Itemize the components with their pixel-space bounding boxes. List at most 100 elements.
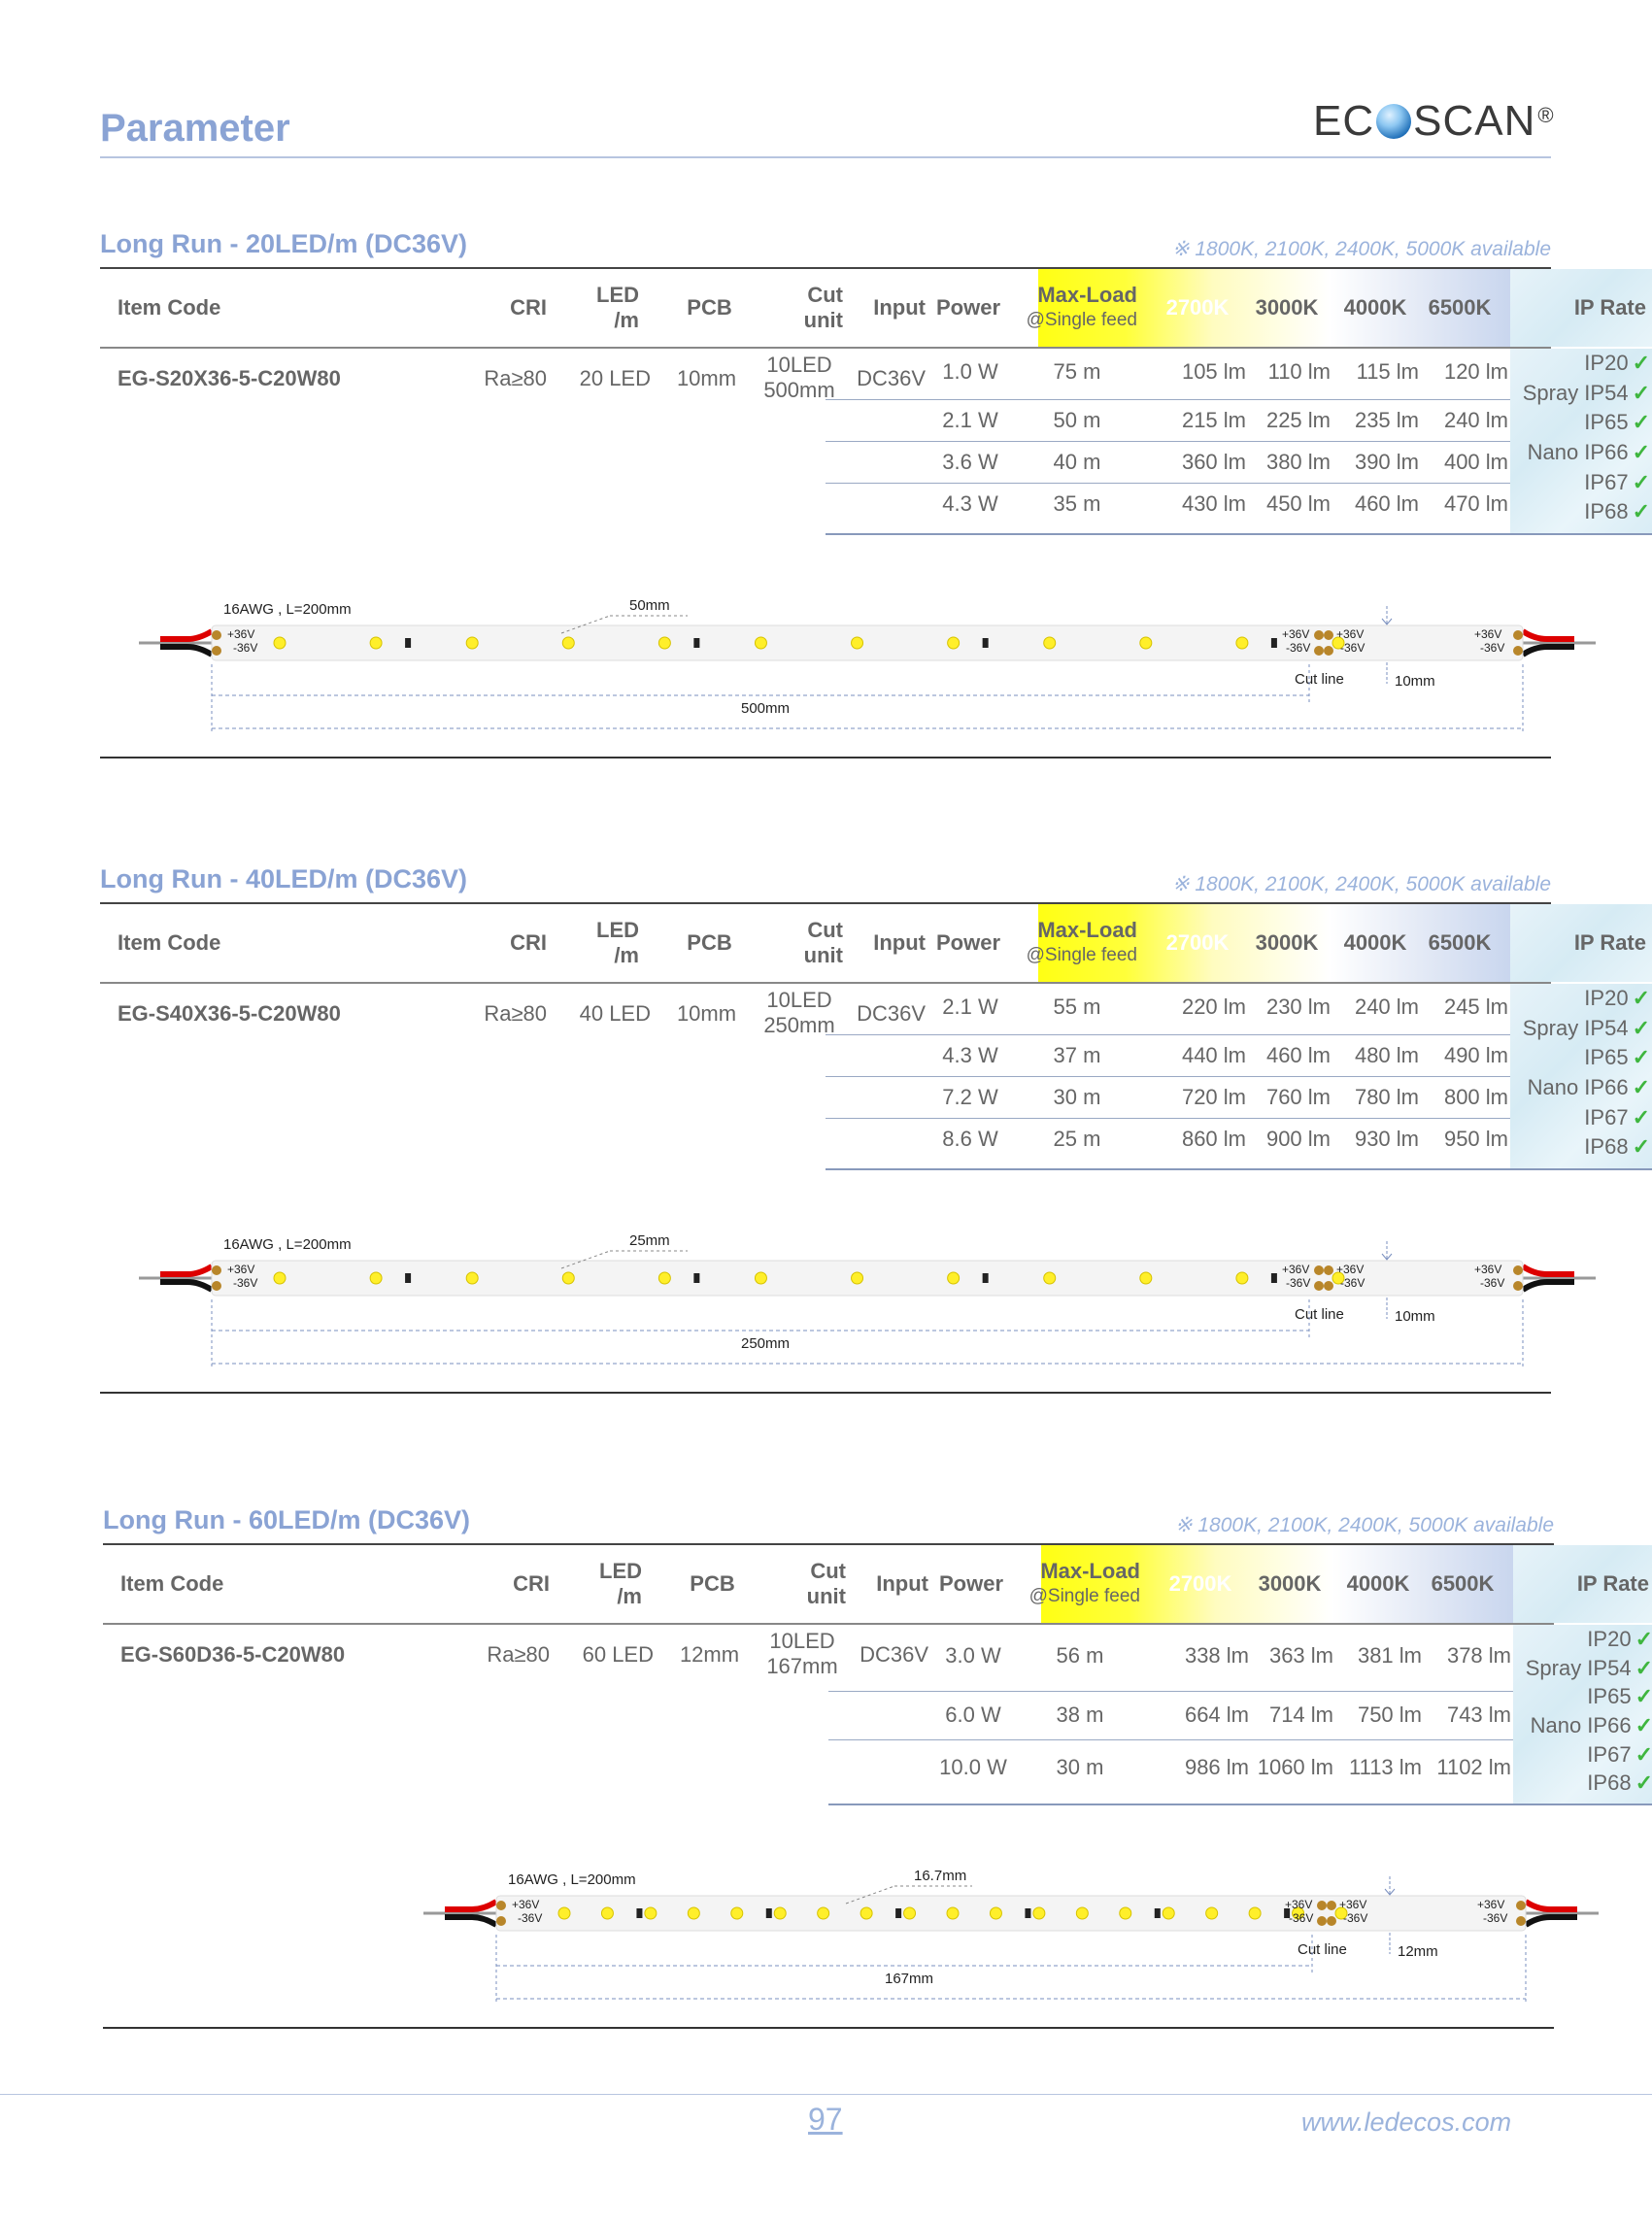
header-max-load: Max-Load @Single feed: [1013, 904, 1137, 982]
ip-label: IP20: [1587, 1627, 1632, 1651]
led-chip: [860, 1906, 873, 1920]
solder-pad: [1516, 1916, 1526, 1926]
lumen-value: 720 lm: [1181, 1084, 1246, 1109]
ip-rating-1: Spray IP54 ✓: [1526, 1656, 1652, 1681]
ip-header-bg: [1513, 1545, 1652, 1623]
power-value: 3.0 W: [945, 1643, 1001, 1668]
header-text: CRI: [510, 295, 547, 320]
resistor: [1270, 638, 1277, 648]
led-chip: [1205, 1906, 1219, 1920]
ecoscan-logo: EC SCAN ®: [1313, 97, 1555, 145]
cool-gradient: [1330, 269, 1510, 347]
resistor: [1154, 1908, 1161, 1918]
header-cut: Cut unit: [744, 1545, 846, 1623]
led-chip: [1334, 1906, 1348, 1920]
pitch-leader: [560, 1250, 611, 1269]
header-cct-4000k: 4000K: [1332, 269, 1419, 347]
lumen-value: 390 lm: [1354, 449, 1419, 474]
cut-arrow-head: [1381, 618, 1393, 625]
solder-pad: [212, 1281, 221, 1291]
header-cri: CRI: [479, 904, 547, 982]
power-value: 2.1 W: [942, 995, 998, 1019]
lumen-value: 750 lm: [1357, 1702, 1422, 1727]
max-load-value: 50 m: [1053, 407, 1101, 432]
led-chip: [1248, 1906, 1262, 1920]
cut-unit-value: 10LED 167mm: [754, 1629, 851, 1679]
cut-arrow-head: [1381, 1253, 1393, 1261]
website-url: www.ledecos.com: [1301, 2107, 1512, 2137]
lumen-value: 380 lm: [1265, 449, 1331, 474]
led-strip-diagram: +36V -36V +36V -36V +36V -36V +36V -36V 16AWG , …: [139, 587, 1596, 750]
red-wire-right: [1521, 628, 1574, 642]
led-chip: [657, 636, 671, 650]
header-text: Input: [876, 1571, 928, 1596]
pcb-value: 12mm: [679, 1642, 740, 1667]
header-cct-3000k: 3000K: [1246, 1545, 1333, 1623]
lumen-value: 378 lm: [1446, 1643, 1511, 1668]
max-load-value: 30 m: [1056, 1755, 1104, 1779]
solder-pad: [212, 630, 221, 640]
pitch-leader: [845, 1885, 895, 1905]
section-2: Long Run - 40LED/m (DC36V) ※ 1800K, 2100K…: [100, 864, 1652, 1408]
solder-pad: [1324, 1281, 1333, 1291]
table-header: Item Code CRI LED/m PCB Cut unit Input Power Max…: [100, 269, 1652, 347]
row-divider: [828, 1739, 1513, 1740]
header-text: CRI: [513, 1571, 550, 1596]
cut-top: 10LED: [769, 1629, 835, 1653]
header-text: Power: [938, 1571, 1004, 1596]
header-cri: CRI: [482, 1545, 550, 1623]
header-text: unit: [803, 308, 843, 332]
ip-label: IP20: [1584, 351, 1629, 375]
header-text: 2700K: [1165, 930, 1230, 955]
lumen-value: 240 lm: [1443, 407, 1508, 432]
header-text: 4000K: [1346, 1571, 1410, 1596]
black-wire-left: [160, 644, 214, 657]
check-icon: ✓: [1632, 1134, 1650, 1160]
header-led: LED/m: [569, 1545, 642, 1623]
lumen-value: 860 lm: [1181, 1127, 1246, 1151]
row-divider: [828, 1804, 1652, 1805]
lumen-value: 360 lm: [1181, 449, 1246, 474]
check-icon: ✓: [1632, 499, 1650, 524]
led-chip: [561, 1271, 575, 1285]
ip-label: IP65: [1587, 1684, 1632, 1709]
lumen-value: 225 lm: [1265, 407, 1331, 432]
header-text: LED: [596, 283, 639, 307]
led-chip: [1075, 1906, 1089, 1920]
led-chip: [273, 636, 287, 650]
header-power: Power: [930, 1545, 1012, 1623]
header-ip-rate: IP Rate: [1513, 1545, 1649, 1623]
black-wire-right: [1521, 644, 1574, 657]
led-chip: [1332, 636, 1345, 650]
lumen-value: 1060 lm: [1257, 1755, 1333, 1779]
header-text: 2700K: [1165, 295, 1230, 320]
ip-label: Spray IP54: [1525, 1655, 1632, 1680]
header-text: /m: [617, 1584, 642, 1608]
lumen-value: 115 lm: [1356, 359, 1419, 384]
lumen-value: 760 lm: [1265, 1084, 1331, 1109]
resistor: [405, 1273, 412, 1283]
solder-pad: [1314, 1281, 1324, 1291]
led-chip: [903, 1906, 917, 1920]
header-text: @Single feed: [1026, 310, 1137, 330]
globe-icon: [1376, 104, 1412, 139]
polarity-neg-left: -36V: [233, 1276, 257, 1290]
led-chip: [1235, 1271, 1249, 1285]
cut-bottom: 250mm: [763, 1013, 835, 1037]
input-value: DC36V: [857, 1001, 926, 1026]
pitch-leader: [560, 615, 611, 634]
header-text: CRI: [510, 930, 547, 955]
header-text: 4000K: [1343, 295, 1407, 320]
polarity-pos-mid2: +36V: [1336, 1263, 1364, 1276]
led-chip: [946, 1906, 960, 1920]
input-value: DC36V: [860, 1642, 928, 1667]
pcb-value: 10mm: [676, 366, 737, 390]
header-text: Item Code: [118, 930, 221, 955]
wire-spec-label: 16AWG , L=200mm: [223, 601, 352, 618]
lumen-value: 363 lm: [1268, 1643, 1333, 1668]
led-chip: [369, 636, 383, 650]
section-3: Long Run - 60LED/m (DC36V) ※ 1800K, 2100K…: [103, 1505, 1652, 2049]
solder-pad: [1513, 1265, 1523, 1275]
